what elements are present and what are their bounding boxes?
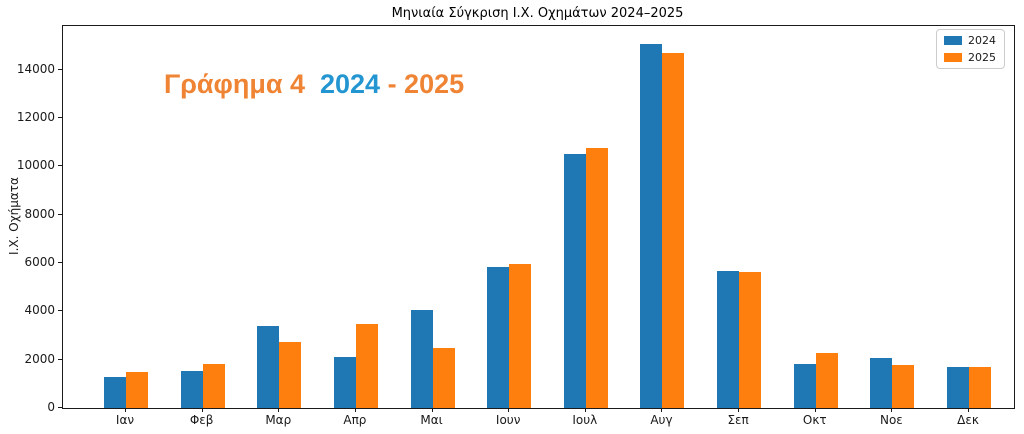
- bar-2024-Ιουν: [487, 267, 510, 408]
- x-tick-mark: [201, 408, 203, 412]
- chart-title: Μηνιαία Σύγκριση Ι.Χ. Οχημάτων 2024–2025: [391, 6, 684, 21]
- bar-2025-Νοε: [892, 364, 915, 408]
- y-tick-label: 8000: [24, 206, 55, 221]
- bar-2024-Φεβ: [180, 371, 203, 408]
- bar-2025-Απρ: [355, 323, 378, 408]
- bar-2025-Αυγ: [662, 52, 685, 408]
- annotation-part: - 2025: [380, 69, 465, 99]
- x-tick-mark: [891, 408, 893, 412]
- y-tick-label: 14000: [16, 61, 55, 76]
- bar-2025-Δεκ: [969, 367, 992, 408]
- x-tick-label-Μαρ: Μαρ: [265, 413, 292, 427]
- legend-entry-2025: 2025: [944, 51, 996, 64]
- y-tick-mark: [58, 165, 62, 167]
- x-tick-mark: [125, 408, 126, 412]
- legend-label: 2024: [968, 34, 996, 47]
- y-tick-label: 2000: [24, 351, 55, 366]
- bar-2024-Οκτ: [793, 363, 816, 408]
- x-tick-mark: [968, 408, 970, 412]
- x-tick-mark: [814, 408, 816, 412]
- bar-2025-Ιαν: [126, 371, 148, 408]
- bar-2025-Μαρ: [279, 342, 302, 408]
- x-tick-label-Ιουλ: Ιουλ: [572, 413, 598, 427]
- y-tick-mark: [58, 213, 62, 215]
- x-tick-label-Νοε: Νοε: [879, 413, 903, 427]
- x-tick-label-Αυγ: Αυγ: [650, 413, 673, 427]
- x-tick-mark: [738, 408, 740, 412]
- y-tick-label: 0: [47, 400, 55, 414]
- bar-2024-Δεκ: [947, 366, 970, 408]
- bar-2024-Ιαν: [104, 377, 126, 408]
- y-tick-label: 6000: [24, 254, 55, 269]
- y-tick-mark: [58, 358, 62, 360]
- bar-2024-Σεπ: [717, 270, 740, 408]
- y-tick-mark: [58, 116, 62, 118]
- y-tick-label: 12000: [16, 109, 55, 124]
- x-tick-mark: [661, 408, 663, 412]
- y-tick-mark: [58, 407, 62, 408]
- x-tick-mark: [431, 408, 433, 412]
- bar-2024-Μαρ: [257, 325, 280, 408]
- y-tick-mark: [58, 68, 62, 70]
- x-tick-label-Οκτ: Οκτ: [802, 413, 827, 427]
- bar-2025-Φεβ: [202, 363, 225, 408]
- y-tick-mark: [58, 310, 62, 312]
- x-tick-mark: [508, 408, 510, 412]
- bar-2025-Οκτ: [815, 353, 838, 408]
- legend-label: 2025: [968, 51, 996, 64]
- bar-2025-Σεπ: [739, 272, 762, 408]
- bar-2024-Απρ: [333, 356, 356, 408]
- chart-annotation: Γράφημα 4 2024 - 2025: [164, 69, 464, 100]
- x-tick-label-Φεβ: Φεβ: [189, 413, 214, 427]
- annotation-part: 2024: [312, 69, 381, 99]
- legend-swatch-icon: [944, 53, 962, 62]
- x-tick-label-Δεκ: Δεκ: [957, 413, 979, 427]
- bar-2025-Ιουλ: [585, 148, 608, 408]
- x-tick-label-Απρ: Απρ: [343, 413, 367, 427]
- bar-2024-Αυγ: [640, 43, 663, 408]
- plot-area: [62, 25, 1015, 409]
- x-tick-label-Σεπ: Σεπ: [727, 413, 749, 427]
- legend-swatch-icon: [944, 36, 962, 45]
- annotation-part: Γράφημα 4: [164, 69, 313, 99]
- y-tick-label: 4000: [24, 303, 55, 318]
- x-tick-mark: [584, 408, 586, 412]
- bar-2025-Ιουν: [509, 264, 532, 408]
- x-tick-mark: [354, 408, 356, 412]
- y-tick-label: 10000: [16, 158, 55, 173]
- bar-2025-Μαι: [432, 348, 455, 408]
- x-tick-mark: [278, 408, 280, 412]
- legend: 2024 2025: [936, 29, 1005, 69]
- bar-2024-Νοε: [870, 357, 893, 408]
- bar-2024-Μαι: [410, 310, 433, 408]
- x-tick-label-Ιαν: Ιαν: [115, 413, 135, 427]
- y-tick-mark: [58, 261, 62, 263]
- x-tick-label-Μαι: Μαι: [420, 413, 443, 427]
- bar-2024-Ιουλ: [563, 154, 586, 408]
- legend-entry-2024: 2024: [944, 34, 996, 47]
- x-tick-label-Ιουν: Ιουν: [495, 413, 521, 427]
